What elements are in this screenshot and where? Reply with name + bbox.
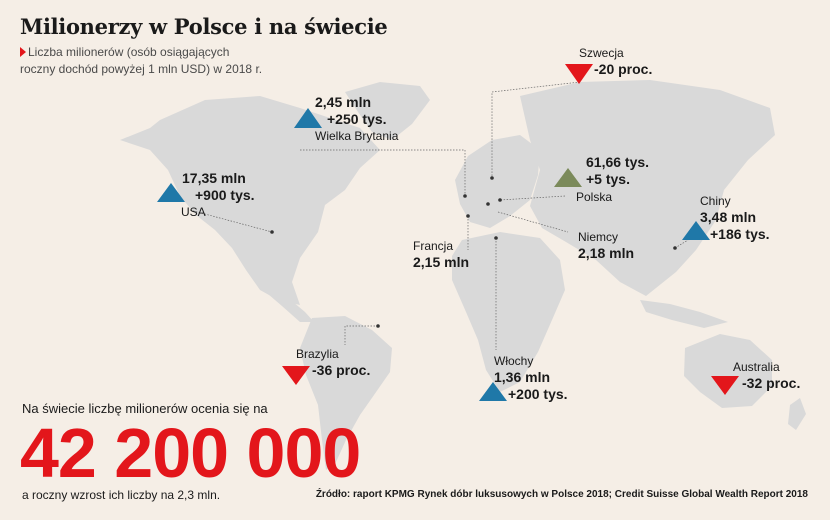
country-name: Brazylia xyxy=(296,347,339,361)
central-america-shape xyxy=(262,282,314,322)
chiny-up-triangle-icon xyxy=(682,221,710,240)
country-name: Włochy xyxy=(494,354,534,368)
szwecja-down-triangle-icon xyxy=(565,64,593,84)
country-name: USA xyxy=(181,205,206,219)
country-name: Australia xyxy=(733,360,780,374)
south-america-shape xyxy=(300,316,392,470)
country-change: -36 proc. xyxy=(312,362,371,378)
country-name: Polska xyxy=(576,190,613,204)
country-change: +250 tys. xyxy=(327,111,387,127)
subtitle: Liczba milionerów (osób osiągających roc… xyxy=(20,44,320,78)
wlochy-label: Włochy 1,36 mln +200 tys. xyxy=(494,353,568,403)
summary-outro: a roczny wzrost ich liczby na 2,3 mln. xyxy=(22,488,221,502)
wielka-brytania-label: 2,45 mln +250 tys. Wielka Brytania xyxy=(315,94,398,144)
country-value: 61,66 tys. xyxy=(586,154,650,170)
country-change: -20 proc. xyxy=(594,61,653,77)
new-zealand-shape xyxy=(788,398,806,430)
subtitle-line-2: roczny dochód powyżej 1 mln USD) w 2018 … xyxy=(20,62,263,76)
niemcy-label: Niemcy 2,18 mln xyxy=(578,229,634,262)
szwecja-label: Szwecja -20 proc. xyxy=(579,45,652,78)
country-value: 1,36 mln xyxy=(494,369,551,385)
country-value: 17,35 mln xyxy=(182,170,246,186)
polska-label: 61,66 tys. +5 tys. Polska xyxy=(576,154,650,205)
australia-label: Australia -32 proc. xyxy=(733,359,800,392)
country-name: Niemcy xyxy=(578,230,619,244)
francja-label: Francja 2,15 mln xyxy=(413,238,469,271)
greenland-shape xyxy=(345,82,430,140)
leader-lines xyxy=(189,81,689,350)
red-arrow-icon xyxy=(20,47,26,57)
country-change: +900 tys. xyxy=(195,187,255,203)
country-value: 3,48 mln xyxy=(700,209,757,225)
country-change: +200 tys. xyxy=(508,386,568,402)
wielka-brytania-up-triangle-icon xyxy=(294,108,322,128)
country-value: 2,45 mln xyxy=(315,94,372,110)
country-change: -32 proc. xyxy=(742,375,801,391)
asia-shape xyxy=(520,80,775,296)
australia-down-triangle-icon xyxy=(711,376,739,395)
wlochy-up-triangle-icon xyxy=(479,382,507,401)
australia-shape xyxy=(684,334,772,408)
summary-intro: Na świecie liczbę milionerów ocenia się … xyxy=(22,401,268,416)
country-name: Chiny xyxy=(700,194,731,208)
page-title: Milionerzy w Polsce i na świecie xyxy=(20,14,388,39)
subtitle-line-1: Liczba milionerów (osób osiągających xyxy=(28,45,230,59)
europe-shape xyxy=(455,135,540,228)
country-change: +186 tys. xyxy=(710,226,770,242)
country-value: 2,15 mln xyxy=(413,254,470,270)
brazylia-down-triangle-icon xyxy=(282,366,310,385)
source-note: Źródło: raport KPMG Rynek dóbr luksusowy… xyxy=(315,489,808,500)
chiny-label: Chiny 3,48 mln +186 tys. xyxy=(700,193,770,243)
indonesia-shape xyxy=(640,300,728,328)
country-change: +5 tys. xyxy=(586,171,630,187)
continents xyxy=(120,80,806,470)
brazylia-label: Brazylia -36 proc. xyxy=(296,346,370,379)
country-name: Wielka Brytania xyxy=(315,129,399,143)
north-america-shape xyxy=(120,96,380,305)
africa-shape xyxy=(452,232,565,392)
usa-up-triangle-icon xyxy=(157,183,185,202)
usa-label: 17,35 mln +900 tys. USA xyxy=(181,170,255,220)
polska-up-triangle-icon xyxy=(554,168,582,187)
country-name: Szwecja xyxy=(579,46,624,60)
country-value: 2,18 mln xyxy=(578,245,635,261)
country-name: Francja xyxy=(413,239,454,253)
total-millionaires-number: 42 200 000 xyxy=(20,414,361,492)
